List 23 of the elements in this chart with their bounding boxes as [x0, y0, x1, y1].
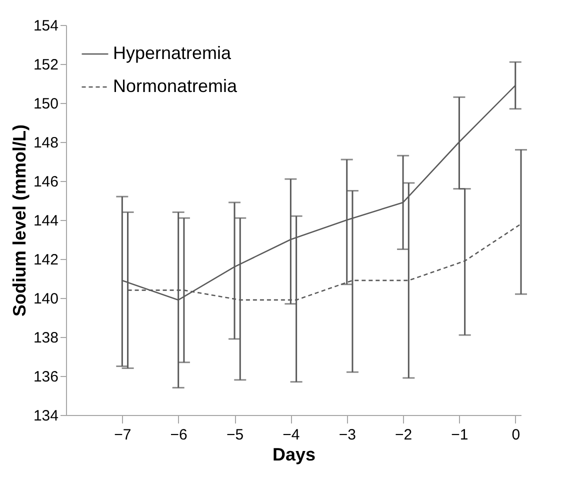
y-tick-label: 134 [33, 408, 58, 424]
x-tick-label: −2 [394, 426, 412, 444]
legend-label: Hypernatremia [113, 43, 232, 63]
x-tick-label: −5 [226, 426, 244, 444]
y-axis-title: Sodium level (mmol/L) [9, 124, 30, 317]
x-axis-title: Days [272, 444, 316, 464]
y-tick-label: 152 [33, 56, 58, 74]
x-tick-label: 0 [512, 426, 520, 444]
x-tick-label: −6 [170, 426, 188, 444]
x-tick-label: −1 [451, 426, 468, 444]
y-tick-label: 144 [33, 212, 58, 230]
y-tick-label: 154 [33, 18, 58, 34]
y-tick-label: 142 [33, 252, 58, 268]
x-tick-label: −7 [114, 426, 132, 444]
y-tick-label: 140 [33, 290, 58, 308]
y-tick-label: 150 [33, 96, 58, 112]
y-tick-label: 148 [33, 134, 58, 152]
y-tick-label: 146 [33, 174, 58, 190]
y-tick-label: 138 [33, 330, 58, 346]
x-tick-label: −4 [282, 426, 300, 444]
legend-label: Normonatremia [113, 76, 238, 96]
y-tick-label: 136 [33, 368, 58, 386]
x-tick-label: −3 [338, 426, 356, 444]
